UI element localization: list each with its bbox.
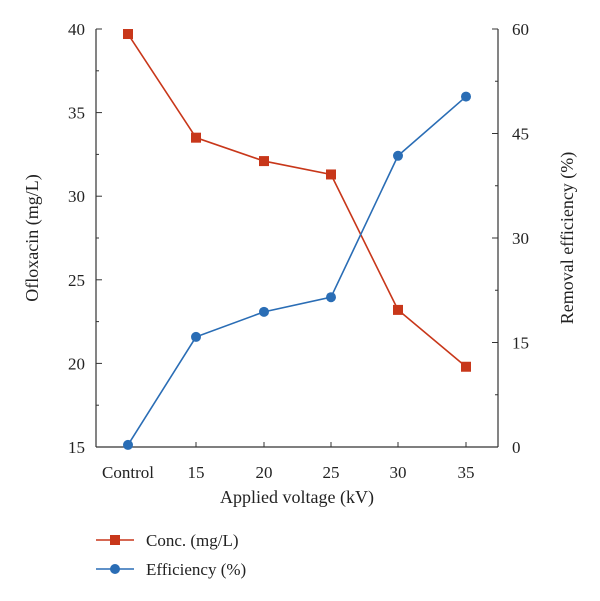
- data-point-efficiency-35: [461, 91, 471, 102]
- left-y-tick-label-25: 25: [68, 271, 85, 290]
- left-y-axis-title: Ofloxacin (mg/L): [22, 174, 43, 301]
- right-y-axis-title: Removal efficiency (%): [557, 152, 578, 325]
- right-y-tick-label-60: 60: [512, 20, 529, 39]
- series-line-concentration: [127, 33, 467, 368]
- series-line-efficiency: [127, 95, 467, 446]
- x-axis-title: Applied voltage (kV): [220, 487, 374, 508]
- right-y-tick-label-0: 0: [512, 438, 521, 457]
- x-tick-label-15: 15: [188, 463, 205, 482]
- legend-label-efficiency: Efficiency (%): [146, 560, 246, 579]
- data-point-efficiency-30: [393, 150, 403, 161]
- x-tick-label-control: Control: [102, 463, 154, 482]
- data-point-concentration-control: [123, 29, 133, 40]
- left-y-tick-label-40: 40: [68, 20, 85, 39]
- legend-label-concentration: Conc. (mg/L): [146, 531, 239, 550]
- legend: Conc. (mg/L) Efficiency (%): [96, 531, 246, 579]
- x-tick-label-35: 35: [458, 463, 475, 482]
- legend-marker-concentration: [110, 535, 120, 545]
- right-y-tick-label-15: 15: [512, 334, 529, 353]
- series-layer: [123, 29, 471, 450]
- legend-item-concentration: Conc. (mg/L): [96, 531, 239, 550]
- x-tick-label-25: 25: [323, 463, 340, 482]
- data-point-concentration-15: [191, 132, 201, 143]
- left-y-tick-label-20: 20: [68, 354, 85, 373]
- left-y-tick-label-30: 30: [68, 187, 85, 206]
- legend-marker-efficiency: [110, 564, 120, 574]
- data-point-concentration-20: [259, 156, 269, 167]
- data-point-efficiency-control: [123, 439, 133, 450]
- data-point-efficiency-25: [326, 292, 336, 303]
- data-point-efficiency-20: [259, 306, 269, 317]
- x-tick-label-30: 30: [390, 463, 407, 482]
- axes: [95, 29, 499, 448]
- data-point-efficiency-15: [191, 331, 201, 342]
- left-y-tick-label-15: 15: [68, 438, 85, 457]
- right-y-tick-label-30: 30: [512, 229, 529, 248]
- data-point-concentration-35: [461, 361, 471, 372]
- data-point-concentration-25: [326, 169, 336, 180]
- left-y-tick-label-35: 35: [68, 104, 85, 123]
- right-y-tick-label-45: 45: [512, 125, 529, 144]
- x-tick-label-20: 20: [256, 463, 273, 482]
- data-point-concentration-30: [393, 304, 403, 315]
- ticks: 15 20 25 30 35 40 0 15 30 45 60 Control 15 20 25 30 35: [68, 20, 529, 482]
- legend-item-efficiency: Efficiency (%): [96, 560, 246, 579]
